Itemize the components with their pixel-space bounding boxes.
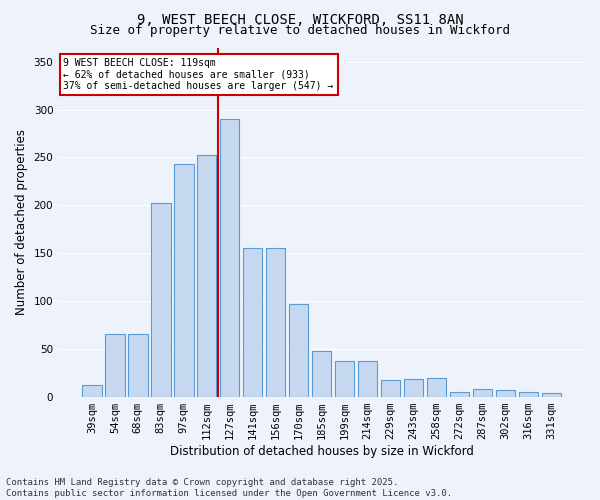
Bar (220, 119, 239, 396)
Bar (197, 154, 217, 396)
Text: 9, WEST BEECH CLOSE, WICKFORD, SS11 8AN: 9, WEST BEECH CLOSE, WICKFORD, SS11 8AN (137, 12, 463, 26)
Text: 9 WEST BEECH CLOSE: 119sqm
← 62% of detached houses are smaller (933)
37% of sem: 9 WEST BEECH CLOSE: 119sqm ← 62% of deta… (64, 58, 334, 91)
Bar (312, 350, 331, 397)
Bar (151, 204, 170, 396)
Bar (335, 361, 355, 396)
Bar (289, 304, 308, 396)
Bar (128, 334, 148, 396)
Bar (105, 334, 125, 396)
Bar (243, 248, 262, 396)
Bar (358, 361, 377, 396)
Bar (496, 390, 515, 396)
Bar (174, 164, 194, 396)
Bar (542, 393, 561, 396)
Bar (266, 248, 286, 396)
X-axis label: Distribution of detached houses by size in Wickford: Distribution of detached houses by size … (170, 444, 473, 458)
Text: Size of property relative to detached houses in Wickford: Size of property relative to detached ho… (90, 24, 510, 37)
Bar (473, 389, 492, 396)
Bar (381, 380, 400, 396)
Bar (404, 380, 423, 396)
Y-axis label: Number of detached properties: Number of detached properties (15, 129, 28, 315)
Bar (449, 392, 469, 396)
Bar (427, 378, 446, 396)
Bar (518, 392, 538, 396)
Text: Contains HM Land Registry data © Crown copyright and database right 2025.
Contai: Contains HM Land Registry data © Crown c… (6, 478, 452, 498)
Bar (82, 385, 101, 396)
